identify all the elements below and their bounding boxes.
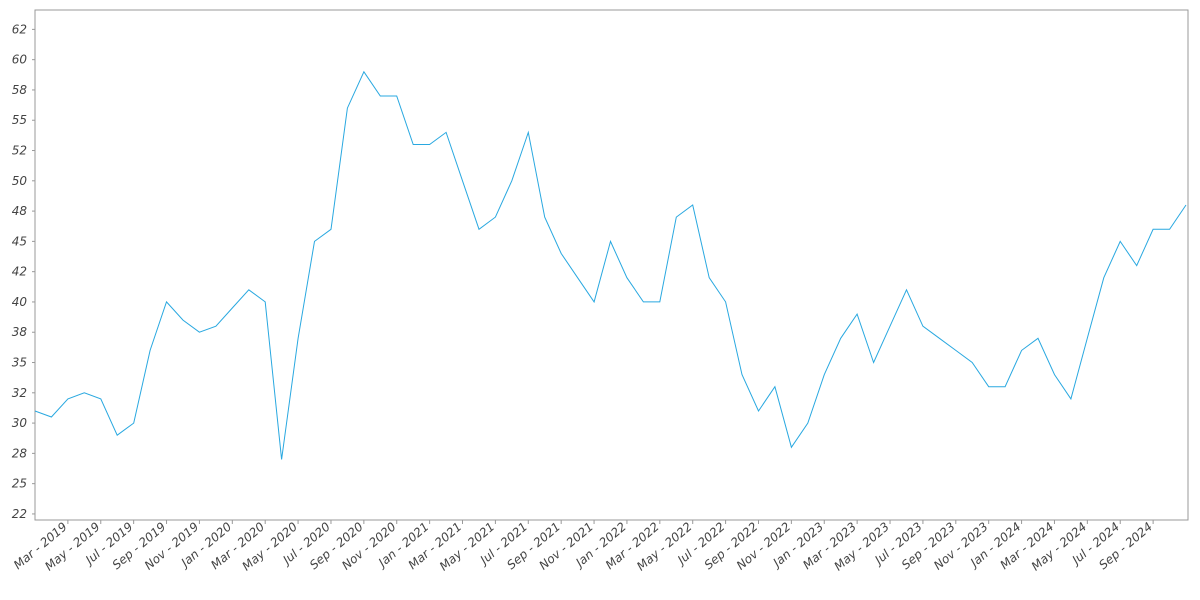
y-tick-label: 60 [12,53,28,67]
y-tick-label: 35 [12,356,27,370]
line-series [34,70,1187,460]
y-tick-label: 25 [12,477,27,491]
y-tick-label: 62 [12,22,27,36]
y-tick-label: 32 [12,386,27,400]
plot-frame [34,9,1189,521]
y-tick-label: 22 [12,507,27,521]
y-tick-label: 45 [12,234,27,248]
y-tick-label: 52 [12,144,27,158]
y-tick-label: 50 [12,174,28,188]
y-tick-label: 42 [12,265,27,279]
y-tick-label: 38 [12,325,28,339]
y-tick-label: 30 [12,416,28,430]
y-tick-label: 48 [12,204,28,218]
y-tick-label: 55 [12,113,27,127]
y-tick-label: 58 [12,83,28,97]
y-tick-label: 40 [12,295,28,309]
y-tick-label: 28 [12,446,28,460]
